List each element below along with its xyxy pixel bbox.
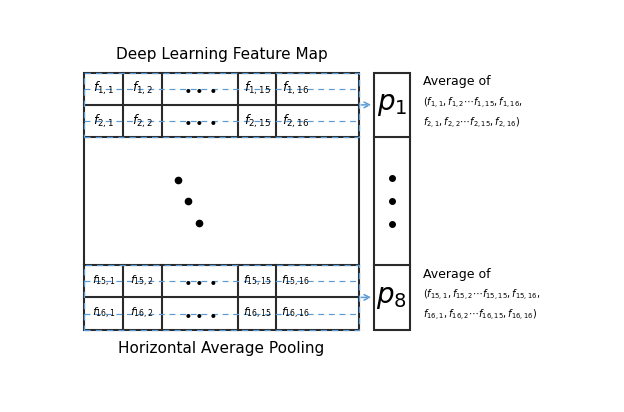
Text: $f_{2,1}$: $f_{2,1}$ [93, 112, 114, 130]
Text: Average of: Average of [423, 75, 490, 88]
Bar [84, 73, 359, 330]
Text: Horizontal Average Pooling: Horizontal Average Pooling [119, 340, 324, 356]
Bar [84, 73, 359, 137]
Text: $f_{2,16}$: $f_{2,16}$ [282, 112, 310, 130]
Text: $f_{2,1},f_{2,2}\cdots f_{2,15},f_{2,16})$: $f_{2,1},f_{2,2}\cdots f_{2,15},f_{2,16}… [423, 116, 520, 131]
Text: $\bullet\bullet\bullet$: $\bullet\bullet\bullet$ [183, 274, 217, 288]
Text: $f_{15,16}$: $f_{15,16}$ [281, 274, 310, 289]
Text: Average of: Average of [423, 268, 490, 281]
Bar [374, 73, 410, 330]
Text: $f_{16,1}$: $f_{16,1}$ [92, 306, 115, 321]
Text: $p_1$: $p_1$ [377, 91, 407, 118]
Text: $\bullet\bullet\bullet$: $\bullet\bullet\bullet$ [183, 82, 217, 96]
Text: $f_{2,15}$: $f_{2,15}$ [243, 112, 270, 130]
Text: $(f_{1,1},f_{1,2}\cdots f_{1,15},f_{1,16},$: $(f_{1,1},f_{1,2}\cdots f_{1,15},f_{1,16… [423, 96, 523, 111]
Text: $f_{15,15}$: $f_{15,15}$ [243, 274, 271, 289]
Text: $(f_{15,1},f_{15,2}\cdots f_{15,15},f_{15,16},$: $(f_{15,1},f_{15,2}\cdots f_{15,15},f_{1… [423, 288, 540, 303]
Text: $f_{1,1}$: $f_{1,1}$ [93, 80, 114, 97]
Text: $f_{16,16}$: $f_{16,16}$ [281, 306, 310, 321]
Text: $\bullet\bullet\bullet$: $\bullet\bullet\bullet$ [183, 307, 217, 321]
Text: $f_{16,1},f_{16,2}\cdots f_{16,15},f_{16,16})$: $f_{16,1},f_{16,2}\cdots f_{16,15},f_{16… [423, 308, 537, 323]
Text: $f_{1,15}$: $f_{1,15}$ [243, 80, 270, 97]
Text: Deep Learning Feature Map: Deep Learning Feature Map [115, 47, 327, 62]
Bar [84, 265, 359, 330]
Text: $f_{15,1}$: $f_{15,1}$ [92, 274, 115, 289]
Text: $p_8$: $p_8$ [376, 284, 407, 311]
Text: $f_{2,2}$: $f_{2,2}$ [132, 112, 153, 130]
Text: $f_{1,16}$: $f_{1,16}$ [282, 80, 310, 97]
Text: $f_{16,2}$: $f_{16,2}$ [130, 306, 154, 321]
Text: $f_{1,2}$: $f_{1,2}$ [132, 80, 153, 97]
Text: $\bullet\bullet\bullet$: $\bullet\bullet\bullet$ [183, 114, 217, 128]
Text: $f_{16,15}$: $f_{16,15}$ [243, 306, 271, 321]
Text: $f_{15,2}$: $f_{15,2}$ [130, 274, 154, 289]
